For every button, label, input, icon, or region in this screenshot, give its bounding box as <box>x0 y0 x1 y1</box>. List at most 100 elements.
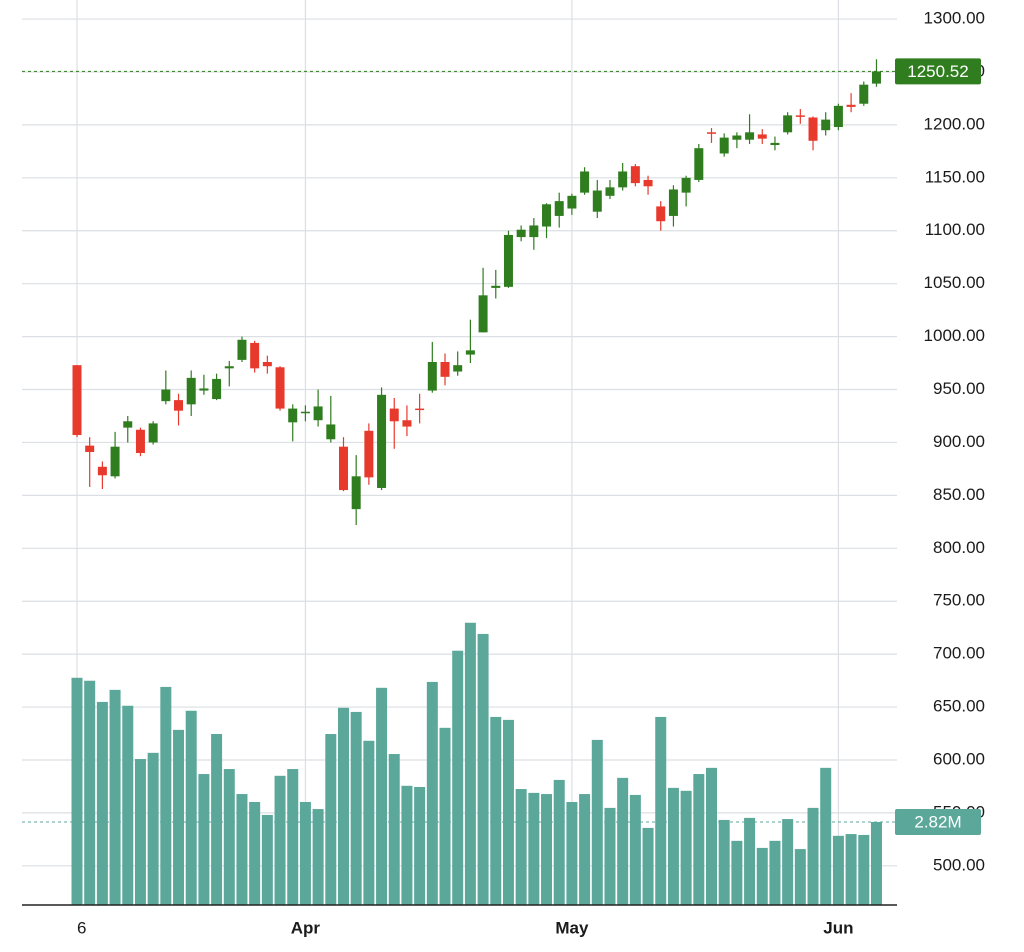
candles <box>72 59 881 526</box>
volume-bar <box>173 729 185 905</box>
volume-bar <box>756 847 768 905</box>
volume-bar <box>706 767 717 905</box>
y-tick-label: 650.00 <box>933 697 985 716</box>
candle-body <box>199 388 209 391</box>
volume-bar <box>528 792 540 905</box>
volume-bar <box>667 787 679 905</box>
candle-body <box>478 295 488 333</box>
candle-body <box>783 115 793 133</box>
volume-bar <box>401 785 413 905</box>
candle-body <box>415 408 425 411</box>
candle-body <box>846 104 856 107</box>
candle-body <box>529 225 539 238</box>
candle-body <box>871 71 881 84</box>
candle-body <box>212 378 222 400</box>
volume-bars <box>71 622 882 905</box>
volume-bar <box>794 849 806 905</box>
volume-bar <box>464 622 476 905</box>
y-tick-label: 500.00 <box>933 855 985 874</box>
candle-body <box>97 466 107 476</box>
y-tick-label: 900.00 <box>933 432 985 451</box>
candle-body <box>440 362 450 377</box>
volume-bar <box>782 819 794 905</box>
volume-bar <box>807 807 819 905</box>
candle-body <box>237 339 247 360</box>
volume-bar <box>515 789 527 905</box>
candle-body <box>313 406 323 421</box>
candle-body <box>377 394 387 488</box>
candle-body <box>491 285 501 288</box>
volume-bar <box>223 769 235 905</box>
volume-bar <box>820 767 832 905</box>
volume-bar <box>325 734 337 905</box>
y-tick-label: 750.00 <box>933 591 985 610</box>
volume-bar <box>198 774 210 905</box>
candle-body <box>85 445 95 452</box>
candle-body <box>554 201 564 216</box>
candle-body <box>694 148 704 180</box>
candle-body <box>402 420 412 427</box>
volume-bar <box>426 681 438 905</box>
y-tick-label: 1100.00 <box>925 220 985 239</box>
x-tick-label: May <box>555 918 589 937</box>
candle-body <box>161 389 171 402</box>
volume-bar <box>845 834 857 905</box>
y-tick-label: 850.00 <box>933 485 985 504</box>
candle-body <box>516 229 526 238</box>
candle-body <box>148 423 158 443</box>
candle-body <box>542 204 552 227</box>
candle-body <box>250 342 260 369</box>
candle-body <box>821 119 831 131</box>
candle-body <box>770 142 780 146</box>
candle-body <box>72 365 82 436</box>
x-tick-label: 6 <box>77 918 86 937</box>
volume-bar <box>147 752 159 905</box>
volume-bar <box>211 734 223 905</box>
candle-body <box>745 132 755 140</box>
volume-bar <box>553 779 565 905</box>
volume-bar <box>858 834 870 905</box>
volume-bar <box>388 754 400 905</box>
y-tick-label: 1150.00 <box>925 167 985 186</box>
candle-body <box>630 166 640 184</box>
volume-bar <box>769 840 781 905</box>
volume-bar <box>236 794 248 905</box>
volume-bar <box>579 794 591 905</box>
candle-body <box>275 367 285 409</box>
last-price-badge <box>895 58 981 85</box>
axes: 500.00550.00600.00650.00700.00750.00800.… <box>22 9 985 937</box>
volume-bar <box>718 819 730 905</box>
candle-body <box>338 446 348 491</box>
volume-bar <box>274 775 286 905</box>
volume-bar <box>629 794 641 905</box>
candle-body <box>364 430 374 478</box>
y-tick-label: 950.00 <box>933 379 985 398</box>
y-tick-label: 600.00 <box>933 749 985 768</box>
volume-bar <box>452 650 464 905</box>
volume-bar <box>439 727 451 905</box>
volume-bar <box>541 794 553 905</box>
volume-bar <box>287 769 299 905</box>
candle-body <box>592 190 602 212</box>
y-tick-label: 800.00 <box>933 538 985 557</box>
volume-bar <box>84 680 96 905</box>
candle-body <box>707 132 716 134</box>
last-volume-label: 2.82M <box>914 812 961 831</box>
volume-bar <box>122 705 134 905</box>
volume-bar <box>591 739 603 905</box>
volume-bar <box>870 822 882 905</box>
candle-body <box>618 171 628 188</box>
x-tick-label: Apr <box>291 918 321 937</box>
volume-bar <box>96 701 108 905</box>
volume-bar <box>566 801 578 905</box>
volume-bar <box>376 687 388 905</box>
candle-body <box>300 411 310 414</box>
volume-bar <box>655 716 667 905</box>
candle-body <box>135 429 145 454</box>
candle-body <box>795 115 805 117</box>
grid <box>22 0 897 905</box>
y-tick-label: 1200.00 <box>924 114 985 133</box>
candle-body <box>808 117 818 141</box>
